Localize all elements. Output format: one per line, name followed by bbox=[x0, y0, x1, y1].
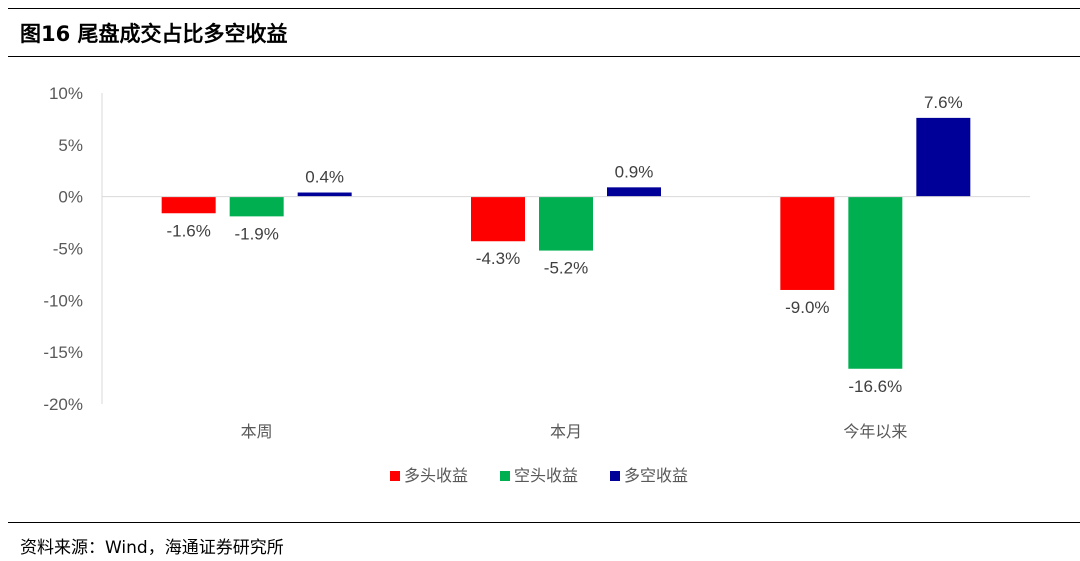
legend-label: 空头收益 bbox=[514, 466, 578, 485]
legend-label: 多头收益 bbox=[404, 466, 468, 485]
top-rule bbox=[8, 8, 1080, 9]
bar bbox=[780, 196, 835, 290]
x-category-label: 今年以来 bbox=[843, 422, 907, 441]
data-labels: -1.6% -4.3% -9.0% -1.9% -5.2% -16.6% 0.4% 0.9% 7… bbox=[166, 93, 962, 396]
y-axis: 10% 5% 0% -5% -10% -15% -20% bbox=[43, 84, 103, 414]
data-label: -16.6% bbox=[848, 377, 902, 396]
bar-chart: 10%5%0%-5%-10%-15%-20% -1.6%-4.3%-9.0%-1… bbox=[43, 84, 1030, 485]
page-title: 图16 尾盘成交占比多空收益 bbox=[20, 22, 288, 46]
data-label: -1.6% bbox=[166, 221, 210, 240]
y-tick-label: -10% bbox=[43, 291, 83, 310]
legend-swatch bbox=[610, 471, 620, 481]
x-category-label: 本月 bbox=[550, 422, 582, 441]
legend-label: 多空收益 bbox=[624, 466, 688, 485]
x-category-label: 本周 bbox=[241, 422, 273, 441]
bar bbox=[607, 187, 661, 197]
title-divider bbox=[8, 56, 1080, 57]
footer-rule bbox=[8, 522, 1080, 523]
x-axis: 本周 本月 今年以来 bbox=[241, 422, 908, 441]
y-tick-label: 0% bbox=[58, 188, 83, 207]
data-label: -5.2% bbox=[544, 259, 588, 278]
bar bbox=[471, 196, 525, 242]
bar bbox=[297, 192, 352, 197]
legend-swatch bbox=[390, 471, 400, 481]
bar-series bbox=[161, 117, 971, 369]
source-note: 资料来源：Wind，海通证券研究所 bbox=[20, 538, 284, 558]
data-label: 0.4% bbox=[305, 168, 344, 187]
bar bbox=[848, 196, 903, 369]
bar bbox=[916, 117, 971, 197]
data-label: 7.6% bbox=[924, 93, 963, 112]
y-tick-label: -20% bbox=[43, 395, 83, 414]
y-tick-label: -15% bbox=[43, 343, 83, 362]
legend: 多头收益 空头收益 多空收益 bbox=[390, 466, 688, 485]
data-label: -4.3% bbox=[476, 249, 520, 268]
bar bbox=[161, 196, 216, 214]
bar bbox=[229, 196, 284, 217]
data-label: 0.9% bbox=[615, 162, 654, 181]
data-label: -1.9% bbox=[234, 224, 278, 243]
y-tick-label: 10% bbox=[49, 84, 83, 103]
bar bbox=[539, 196, 593, 251]
data-label: -9.0% bbox=[785, 298, 829, 317]
title-bar: 图16 尾盘成交占比多空收益 bbox=[0, 0, 1080, 57]
y-tick-label: -5% bbox=[53, 240, 83, 259]
legend-swatch bbox=[500, 471, 510, 481]
y-tick-label: 5% bbox=[58, 136, 83, 155]
